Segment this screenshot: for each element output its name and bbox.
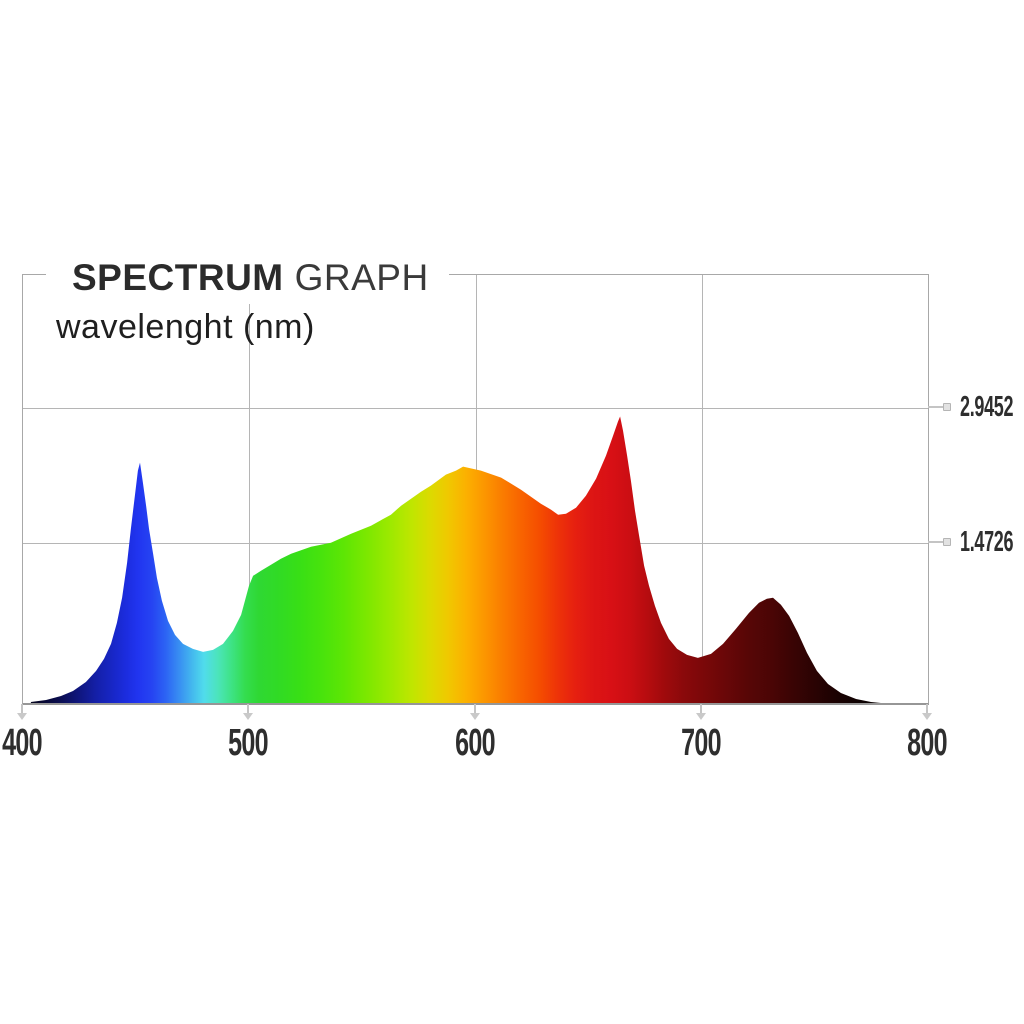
x-tick-mark	[699, 704, 702, 713]
spectrum-curve	[30, 416, 881, 703]
y-tick-label: 1.4726	[960, 526, 1014, 558]
x-tick-pin-icon	[922, 713, 932, 720]
x-tick-mark	[473, 704, 476, 713]
plot-area	[22, 274, 929, 705]
x-tick-label: 500	[228, 722, 269, 764]
y-tick-mark	[928, 541, 944, 543]
x-tick-label: 400	[2, 722, 43, 764]
x-tick-mark	[21, 704, 23, 713]
x-tick-mark	[926, 704, 928, 713]
x-tick-label: 800	[907, 722, 948, 764]
spectrum-area-path	[30, 416, 881, 703]
y-tick-mark	[928, 406, 944, 408]
x-tick-mark	[247, 704, 250, 713]
x-axis-ticks: 400 500 600 700 800	[2, 704, 948, 764]
gridline-vertical-500	[249, 275, 251, 703]
y-tick-pin-icon	[943, 403, 951, 411]
x-tick-pin-icon	[469, 713, 480, 720]
x-axis-label: wavelenght (nm)	[56, 308, 315, 346]
y-axis-ticks: 2.9452 1.4726	[928, 274, 1024, 702]
chart-title-light: GRAPH	[294, 257, 429, 298]
chart-title-bold: SPECTRUM	[72, 257, 284, 298]
x-tick-label: 600	[454, 722, 496, 764]
x-tick-pin-icon	[695, 713, 706, 720]
y-tick-label: 2.9452	[960, 391, 1014, 423]
x-tick-pin-icon	[17, 713, 27, 720]
y-tick-pin-icon	[943, 538, 951, 546]
x-tick-pin-icon	[243, 713, 254, 720]
gridline-vertical-700	[701, 275, 703, 703]
gridline-horizontal-2.9452	[23, 408, 928, 409]
chart-title: SPECTRUM GRAPH	[46, 252, 449, 304]
x-tick-label: 700	[680, 722, 722, 764]
